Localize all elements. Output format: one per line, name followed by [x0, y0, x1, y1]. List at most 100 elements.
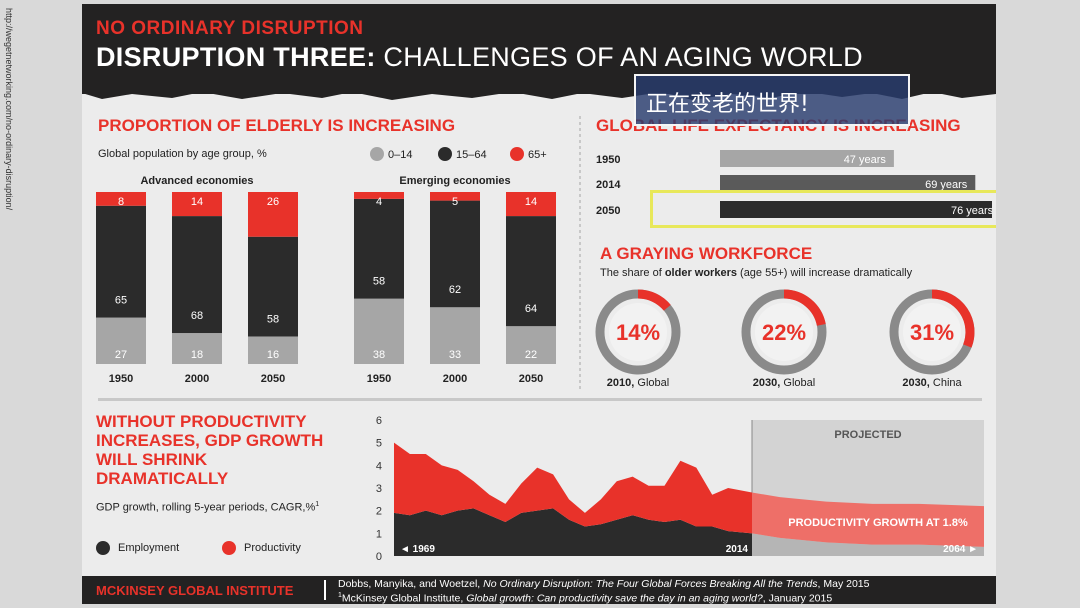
donut-share-0: [637, 289, 671, 311]
donut-caption-region-2: China: [930, 377, 963, 389]
life-year-1950: 1950: [596, 154, 620, 166]
gdp-ytick-2: 2: [376, 506, 382, 518]
header-title-rest: CHALLENGES OF AN AGING WORLD: [375, 42, 863, 72]
life-value-2050: 76 years: [951, 205, 992, 217]
emerging-label-2000-seg-1: 62: [449, 284, 461, 296]
advanced-category-2000: 2000: [185, 373, 209, 385]
productivity-area-historical: [394, 442, 752, 534]
life-expectancy-chart: 1950 47 years 2014 69 years 2050 76 years: [596, 150, 992, 218]
donut-caption-year-1: 2030,: [753, 377, 781, 389]
elderly-title: PROPORTION OF ELDERLY IS INCREASING: [98, 116, 456, 135]
elderly-subtitle: Global population by age group, %: [98, 148, 267, 160]
gdp-title-line-2: INCREASES, GDP GROWTH: [96, 431, 324, 450]
donut-share-2: [931, 289, 975, 348]
life-bar-1950: [720, 150, 894, 167]
advanced-label-1950-seg-2: 8: [118, 196, 124, 208]
gdp-ytick-4: 4: [376, 460, 382, 472]
life-bar-2014: [720, 175, 976, 192]
overlay-caption: 正在变老的世界!: [634, 74, 910, 126]
advanced-label-2000-seg-1: 68: [191, 310, 203, 322]
legend-productivity-icon: [222, 541, 236, 555]
donut-share-1: [783, 289, 826, 326]
footer: MCKINSEY GLOBAL INSTITUTE Dobbs, Manyika…: [82, 576, 996, 604]
workforce-subtitle-bold: older workers: [664, 267, 737, 279]
footer-source-1: Dobbs, Manyika, and Woetzel, No Ordinary…: [338, 578, 869, 590]
workforce-subtitle: The share of older workers (age 55+) wil…: [600, 267, 912, 279]
advanced-title: Advanced economies: [140, 175, 253, 187]
donut-caption-1: 2030, Global: [753, 377, 815, 389]
emerging-label-1950-seg-2: 4: [376, 196, 382, 208]
header-title: DISRUPTION THREE: CHALLENGES OF AN AGING…: [96, 42, 863, 73]
header: NO ORDINARY DISRUPTION DISRUPTION THREE:…: [82, 4, 996, 94]
life-value-2014: 69 years: [925, 179, 968, 191]
gdp-xlabel-end: 2064 ►: [943, 544, 978, 555]
footer-brand: MCKINSEY GLOBAL INSTITUTE: [96, 583, 294, 598]
emerging-category-2000: 2000: [443, 373, 467, 385]
advanced-label-2050-seg-0: 16: [267, 349, 279, 361]
workforce-title: A GRAYING WORKFORCE: [600, 244, 813, 263]
emerging-label-1950-seg-1: 58: [373, 276, 385, 288]
legend-employment-icon: [96, 541, 110, 555]
advanced-bar-2000-seg-0: [172, 333, 222, 364]
gdp-growth-chart: PROJECTED 0 1 2 3 4 5 6 PRODUCTIVITY GROWTH AT 1…: [376, 415, 984, 563]
emerging-bar-2050-seg-2: [506, 192, 556, 217]
life-value-1950: 47 years: [844, 154, 887, 166]
header-title-bold: DISRUPTION THREE:: [96, 42, 376, 72]
legend-15-64-icon: [438, 147, 452, 161]
productivity-annotation: PRODUCTIVITY GROWTH AT 1.8%: [788, 517, 968, 529]
emerging-bar-2000-seg-2: [430, 192, 480, 201]
emerging-bar-1950-seg-2: [354, 192, 404, 199]
workforce-donuts: 14% 2010, Global 22% 2030, Global 31% 2030, C…: [595, 289, 975, 389]
emerging-bar-2050-seg-1: [506, 216, 556, 327]
advanced-label-2000-seg-0: 18: [191, 349, 203, 361]
advanced-label-1950-seg-1: 65: [115, 295, 127, 307]
gdp-title: WITHOUT PRODUCTIVITY INCREASES, GDP GROW…: [96, 412, 323, 488]
footer-source-2-title: Global growth: Can productivity save the…: [466, 592, 763, 605]
donut-caption-2: 2030, China: [902, 377, 962, 389]
emerging-label-2000-seg-2: 5: [452, 196, 458, 208]
employment-area-historical: [394, 508, 752, 556]
life-year-2050: 2050: [596, 205, 620, 217]
gdp-ytick-5: 5: [376, 438, 382, 450]
gdp-xlabel-split: 2014: [726, 544, 749, 555]
workforce-subtitle-post: (age 55+) will increase dramatically: [736, 267, 913, 279]
advanced-bar-1950-seg-0: [96, 317, 146, 364]
donut-caption-region-1: Global: [780, 377, 815, 389]
emerging-label-2050-seg-1: 64: [525, 303, 537, 315]
footer-source-2-pre: McKinsey Global Institute,: [341, 592, 467, 605]
gdp-ytick-6: 6: [376, 415, 382, 427]
life-year-2014: 2014: [596, 179, 621, 191]
advanced-bar-2050-seg-2: [248, 192, 298, 237]
advanced-category-2050: 2050: [261, 373, 285, 385]
emerging-bar-2050-seg-0: [506, 326, 556, 364]
legend-employment-label: Employment: [118, 542, 180, 554]
legend-0-14-label: 0–14: [388, 149, 413, 161]
footer-source-1-title: No Ordinary Disruption: The Four Global …: [483, 578, 818, 590]
donut-caption-region-0: Global: [634, 377, 669, 389]
header-supertitle: NO ORDINARY DISRUPTION: [96, 18, 364, 39]
donut-center-2: [903, 303, 961, 361]
gdp-title-line-3: WILL SHRINK: [96, 450, 208, 469]
advanced-label-2050-seg-1: 58: [267, 313, 279, 325]
emerging-label-2050-seg-0: 22: [525, 349, 537, 361]
gdp-ytick-0: 0: [376, 551, 382, 563]
donut-caption-0: 2010, Global: [607, 377, 669, 389]
footer-source-2: 1McKinsey Global Institute, Global growt…: [338, 590, 869, 604]
advanced-bar-2050-seg-0: [248, 336, 298, 364]
footer-source-1-post: , May 2015: [817, 578, 870, 590]
gdp-ytick-3: 3: [376, 483, 382, 495]
emerging-label-1950-seg-0: 38: [373, 349, 385, 361]
footer-source-2-post: , January 2015: [762, 592, 833, 605]
emerging-bar-1950-seg-0: [354, 298, 404, 364]
advanced-label-2050-seg-2: 26: [267, 196, 279, 208]
advanced-label-1950-seg-0: 27: [115, 349, 127, 361]
gdp-subtitle-sup: 1: [315, 501, 320, 508]
side-url-text: http://wegetnetworking.com/no-ordinary-d…: [4, 8, 14, 211]
employment-area-projected: [752, 533, 984, 556]
legend-65-label: 65+: [528, 149, 547, 161]
legend-65-icon: [510, 147, 524, 161]
footer-source-2-sup: 1: [338, 592, 342, 599]
productivity-area-projected: [752, 492, 984, 547]
emerging-label-2050-seg-2: 14: [525, 196, 537, 208]
advanced-bar-1950-seg-1: [96, 205, 146, 318]
